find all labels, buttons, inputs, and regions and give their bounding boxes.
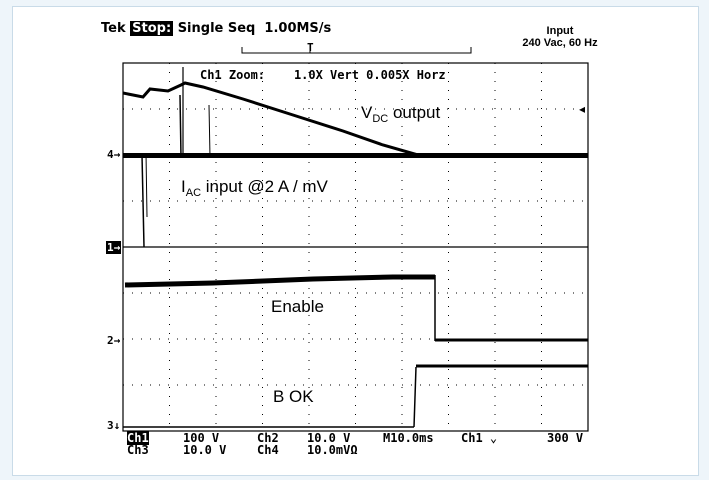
- ch3-marker: 3↓: [107, 419, 120, 432]
- enable-label: Enable: [271, 297, 324, 317]
- bok-label: B OK: [273, 387, 314, 407]
- readout-ch3: Ch3: [127, 443, 149, 457]
- zoom-info: Ch1 Zoom: 1.0X Vert 0.005X Horz: [200, 68, 446, 82]
- oscilloscope-panel: Tek Stop: Single Seq 1.00MS/s Input 240 …: [12, 6, 699, 476]
- zoom-value: 1.0X Vert 0.005X Horz: [294, 68, 446, 82]
- iac-trace: [123, 67, 588, 247]
- readout-ch4-scale: 10.0mVΩ: [307, 444, 358, 456]
- vdc-output-label: VDC output: [361, 103, 440, 125]
- readout-ch4: Ch4: [257, 444, 279, 456]
- readout-trigger: Ch1 ⌄: [461, 432, 497, 444]
- readout-timebase: M10.0ms: [383, 432, 434, 444]
- trigger-marker: T: [307, 41, 314, 54]
- iac-input-label: IAC input @2 A / mV: [181, 177, 328, 199]
- readout-trigger-level: 300 V: [547, 432, 583, 444]
- trigger-bracket: [242, 43, 471, 53]
- right-cursor-marker: ◂: [579, 102, 585, 116]
- enable-trace: [125, 275, 588, 341]
- ch2-marker: 2→: [107, 334, 120, 347]
- readout-ch3-scale: 10.0 V: [183, 444, 226, 456]
- ch4-marker: 4→: [107, 148, 120, 161]
- ch1-marker: 1→: [106, 241, 121, 254]
- zoom-label: Ch1 Zoom:: [200, 68, 265, 82]
- readout-row-2: Ch3 10.0 V Ch4 10.0mVΩ: [127, 444, 149, 456]
